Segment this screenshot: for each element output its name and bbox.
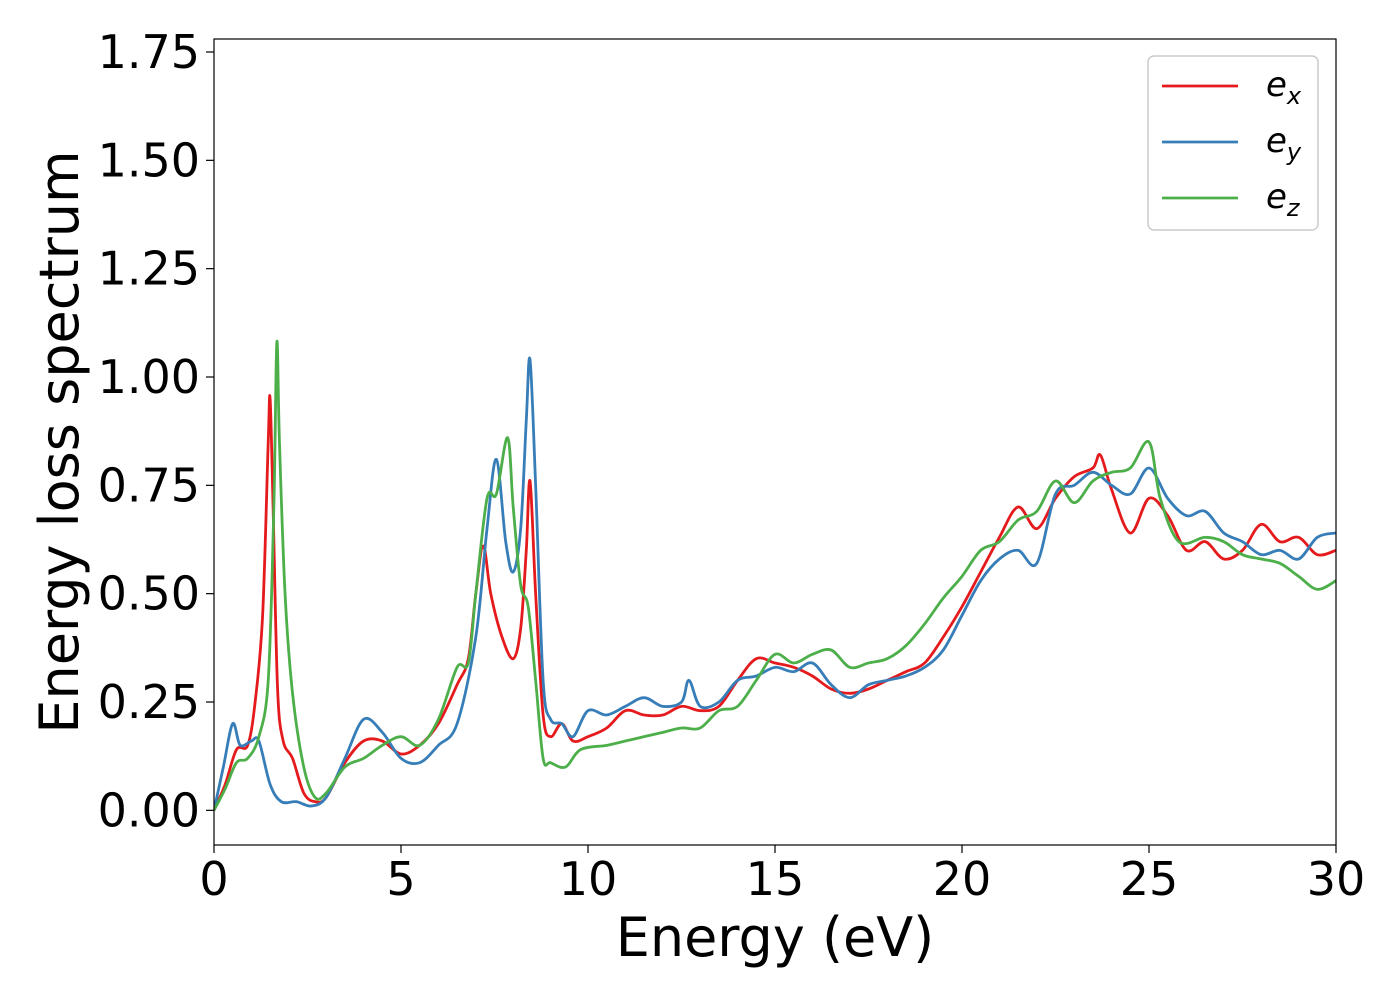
y-axis-ticks: 0.00 0.25 0.50 0.75 1.00 1.25 1.50 1.75 [98, 25, 214, 837]
y-tick-label: 1.75 [98, 25, 200, 79]
x-axis-title: Energy (eV) [616, 906, 935, 969]
series-line-x [214, 394, 1336, 811]
x-tick-label: 30 [1307, 852, 1366, 906]
x-tick-label: 15 [746, 852, 805, 906]
legend-subscript: y [1286, 138, 1302, 166]
y-tick-label: 0.50 [98, 567, 200, 621]
legend-subscript: x [1286, 82, 1302, 110]
y-tick-label: 1.00 [98, 350, 200, 404]
legend-subscript: z [1286, 194, 1301, 222]
y-tick-label: 1.25 [98, 242, 200, 296]
x-tick-label: 25 [1120, 852, 1179, 906]
series-line-y [214, 356, 1336, 811]
x-axis-ticks: 0 5 10 15 20 25 30 [199, 845, 1365, 906]
y-tick-label: 1.50 [98, 133, 200, 187]
series-line-z [214, 339, 1336, 811]
x-tick-label: 10 [559, 852, 618, 906]
y-tick-label: 0.75 [98, 458, 200, 512]
x-tick-label: 0 [199, 852, 228, 906]
series-layer [214, 339, 1336, 811]
y-axis-title: Energy loss spectrum [28, 150, 91, 733]
y-tick-label: 0.25 [98, 675, 200, 729]
x-tick-label: 5 [386, 852, 415, 906]
x-tick-label: 20 [933, 852, 992, 906]
legend-label-z: ez [1266, 177, 1301, 222]
y-tick-label: 0.00 [98, 783, 200, 837]
